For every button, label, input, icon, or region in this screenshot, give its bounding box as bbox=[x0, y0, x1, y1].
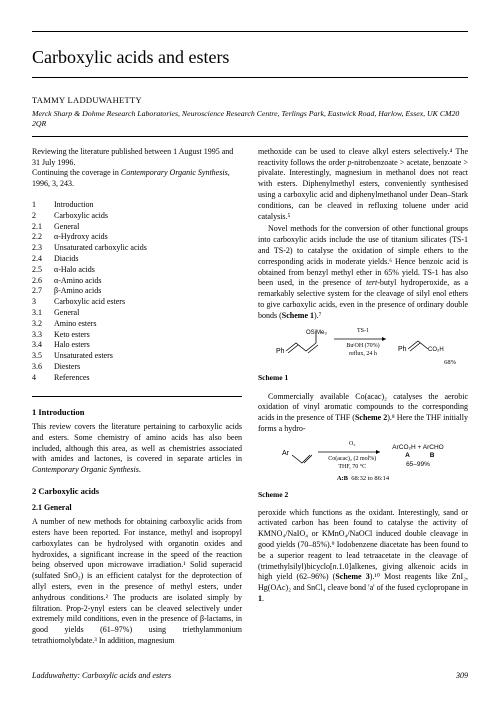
toc-num: 3.1 bbox=[32, 308, 54, 319]
table-of-contents: 1Introduction 2Carboxylic acids 2.1Gener… bbox=[32, 200, 242, 384]
section-1-body: This review covers the literature pertai… bbox=[32, 422, 242, 476]
svg-text:Ar: Ar bbox=[282, 450, 290, 457]
col2-para-2: Novel methods for the conversion of othe… bbox=[258, 224, 468, 321]
scheme1-cond-3: reflux, 24 h bbox=[349, 351, 377, 357]
toc-num: 3.5 bbox=[32, 351, 54, 362]
toc-label: Amino esters bbox=[54, 319, 96, 330]
toc-num: 3.6 bbox=[32, 362, 54, 373]
scheme1-product-svg: Ph CO₂H bbox=[398, 328, 450, 358]
toc-label: Keto esters bbox=[54, 330, 90, 341]
rule-under-title bbox=[32, 77, 468, 78]
author-affiliation: Merck Sharp & Dohme Research Laboratorie… bbox=[32, 109, 468, 130]
section-2-1-body: A number of new methods for obtaining ca… bbox=[32, 517, 242, 647]
toc-label: β-Amino acids bbox=[54, 286, 101, 297]
scheme-1-caption: Scheme 1 bbox=[258, 373, 468, 383]
toc-label: α-Hydroxy acids bbox=[54, 232, 108, 243]
toc-num: 3.2 bbox=[32, 319, 54, 330]
toc-label: Unsaturated esters bbox=[54, 351, 113, 362]
col2-para-4: peroxide which functions as the oxidant.… bbox=[258, 508, 468, 605]
col2-para-3: Commercially available Co(acac)₂ catalys… bbox=[258, 392, 468, 435]
scheme2-cond-1: O₂ bbox=[349, 441, 355, 447]
page-footer: Ladduwahetty: Carboxylic acids and ester… bbox=[32, 671, 468, 682]
scheme-2-caption: Scheme 2 bbox=[258, 490, 468, 500]
scheme1-yield: 68% bbox=[258, 359, 468, 367]
toc-label: Unsaturated carboxylic acids bbox=[54, 243, 147, 254]
toc-num: 1 bbox=[32, 200, 54, 211]
rule-top bbox=[32, 31, 468, 32]
rule-under-author bbox=[32, 136, 468, 137]
toc-num: 2 bbox=[32, 211, 54, 222]
scheme2-products: ArCO₂H + ArCHO bbox=[392, 444, 443, 451]
toc-num: 2.2 bbox=[32, 232, 54, 243]
article-title: Carboxylic acids and esters bbox=[32, 45, 468, 69]
scheme2-cond-3: THF, 70 °C bbox=[338, 464, 366, 470]
toc-num: 2.6 bbox=[32, 276, 54, 287]
toc-label: References bbox=[54, 373, 90, 384]
toc-label: Introduction bbox=[54, 200, 94, 211]
two-column-layout: Reviewing the literature published betwe… bbox=[32, 147, 468, 649]
toc-label: Diesters bbox=[54, 362, 80, 373]
toc-label: General bbox=[54, 222, 79, 233]
section-1-heading: 1 Introduction bbox=[32, 407, 242, 418]
toc-label: α-Amino acids bbox=[54, 276, 102, 287]
toc-label: General bbox=[54, 308, 79, 319]
toc-label: Diacids bbox=[54, 254, 78, 265]
review-period-note: Reviewing the literature published betwe… bbox=[32, 147, 242, 190]
col2-para-1: methoxide can be used to cleave alkyl es… bbox=[258, 147, 468, 223]
toc-num: 2.5 bbox=[32, 265, 54, 276]
scheme1-cond-1: TS-1 bbox=[357, 328, 369, 334]
svg-text:CO₂H: CO₂H bbox=[428, 347, 444, 353]
footer-running-title: Ladduwahetty: Carboxylic acids and ester… bbox=[32, 671, 171, 682]
toc-num: 2.3 bbox=[32, 243, 54, 254]
toc-num: 2.7 bbox=[32, 286, 54, 297]
toc-num: 4 bbox=[32, 373, 54, 384]
scheme2-cond-2: Co(acac)₂ (2 mol%) bbox=[328, 456, 376, 462]
svg-text:OSiMe₃: OSiMe₃ bbox=[306, 330, 327, 336]
scheme2-yield: 65–99% bbox=[406, 461, 430, 468]
left-column: Reviewing the literature published betwe… bbox=[32, 147, 242, 649]
right-column: methoxide can be used to cleave alkyl es… bbox=[258, 147, 468, 649]
section-2-heading: 2 Carboxylic acids bbox=[32, 486, 242, 497]
footer-page-number: 309 bbox=[456, 671, 468, 682]
toc-label: Carboxylic acids bbox=[54, 211, 108, 222]
scheme-1-diagram: Ph OSiMe₃ TS-1 BuᵗOH (70%) reflux, 24 h … bbox=[258, 328, 468, 368]
toc-num: 3 bbox=[32, 297, 54, 308]
scheme-2-diagram: Ar O₂ Co(acac)₂ (2 mol%) THF, 70 °C ArCO… bbox=[258, 441, 468, 484]
svg-text:Ph: Ph bbox=[276, 348, 285, 355]
toc-num: 3.4 bbox=[32, 340, 54, 351]
toc-label: Carboxylic acid esters bbox=[54, 297, 125, 308]
section-2-1-heading: 2.1 General bbox=[32, 503, 242, 514]
scheme1-cond-2: BuᵗOH (70%) bbox=[346, 343, 379, 349]
author-name: TAMMY LADDUWAHETTY bbox=[32, 95, 468, 106]
toc-num: 3.3 bbox=[32, 330, 54, 341]
toc-label: Halo esters bbox=[54, 340, 90, 351]
svg-text:Ph: Ph bbox=[398, 346, 407, 353]
toc-num: 2.1 bbox=[32, 222, 54, 233]
scheme1-reactant-svg: Ph OSiMe₃ bbox=[276, 328, 328, 358]
toc-num: 2.4 bbox=[32, 254, 54, 265]
rule-toc-end bbox=[32, 396, 242, 397]
toc-label: α-Halo acids bbox=[54, 265, 95, 276]
scheme2-reactant-svg: Ar bbox=[282, 445, 312, 467]
